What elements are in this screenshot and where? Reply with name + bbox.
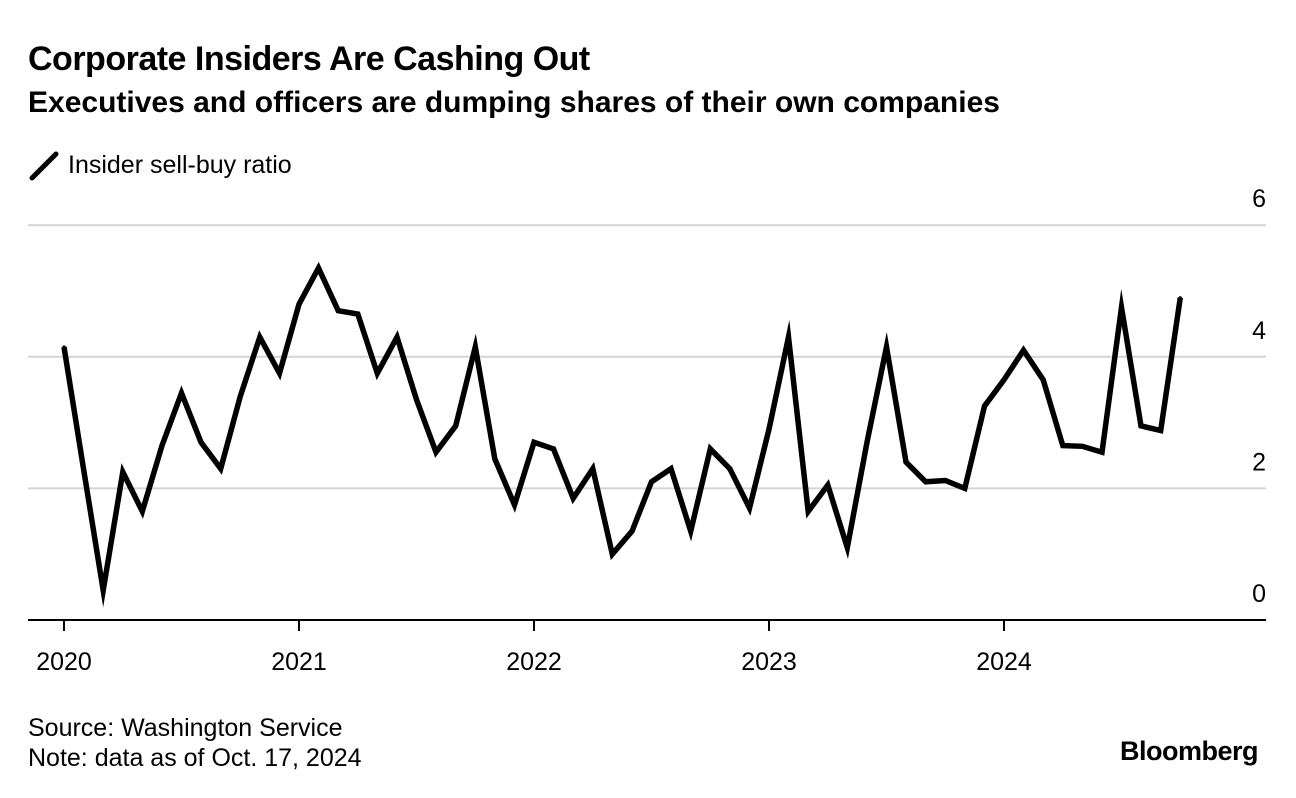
data-point: [552, 447, 556, 451]
data-point: [199, 440, 203, 444]
footer: Source: Washington Service Note: data as…: [28, 713, 362, 773]
data-point: [982, 404, 986, 408]
data-point: [747, 506, 751, 510]
data-point: [277, 371, 281, 375]
data-point: [1061, 444, 1065, 448]
data-point: [1120, 305, 1123, 309]
data-point: [1159, 428, 1163, 432]
data-point: [238, 394, 242, 398]
data-point: [571, 496, 575, 500]
data-point: [180, 391, 183, 395]
data-point: [767, 427, 771, 431]
x-tick-label-2020: 2020: [36, 648, 92, 676]
y-tick-label-4: 4: [1252, 317, 1266, 345]
data-point: [689, 529, 693, 533]
legend-label: Insider sell-buy ratio: [68, 150, 292, 179]
data-point: [415, 398, 418, 402]
data-point: [219, 467, 223, 471]
data-point: [943, 479, 947, 483]
data-point: [121, 470, 125, 474]
data-point: [336, 309, 340, 313]
line-chart: 0 2 4 6 2020 2021 2022 2023 2024: [28, 185, 1266, 676]
source-note: Source: Washington Service: [28, 714, 343, 742]
data-point: [297, 302, 301, 306]
data-point: [532, 440, 536, 444]
data-point: [454, 424, 458, 428]
data-point: [1041, 378, 1045, 382]
data-point: [885, 345, 888, 349]
data-point: [395, 335, 399, 339]
data-point: [728, 467, 732, 471]
data-point: [924, 480, 928, 484]
data-point: [669, 467, 673, 471]
legend-line-swatch-icon: [29, 151, 59, 181]
data-point: [963, 486, 967, 490]
data-point: [356, 312, 360, 316]
series-line-0: [61, 261, 1184, 608]
data-point: [904, 460, 908, 464]
data-point: [82, 467, 86, 471]
data-point: [434, 450, 438, 454]
data-point: [258, 335, 262, 339]
data-point: [787, 335, 791, 339]
data-point: [1100, 450, 1104, 454]
data-point: [1178, 296, 1182, 300]
data-point: [1002, 378, 1006, 382]
data-point: [650, 480, 653, 484]
data-point: [630, 529, 634, 533]
bloomberg-logo: Bloomberg: [1119, 736, 1259, 766]
data-point: [375, 371, 379, 375]
x-tick-label-2021: 2021: [271, 648, 327, 676]
data-point: [493, 457, 497, 461]
x-tick-label-2023: 2023: [741, 648, 797, 676]
data-point: [826, 483, 830, 487]
data-point: [101, 588, 105, 592]
data-point: [160, 444, 164, 448]
data-point: [1080, 444, 1084, 448]
data-point: [317, 266, 321, 270]
legend: Insider sell-buy ratio: [28, 148, 292, 182]
chart-title: Corporate Insiders Are Cashing Out: [28, 40, 590, 78]
y-tick-label-6: 6: [1252, 185, 1266, 213]
data-point: [1139, 424, 1143, 428]
data-point: [845, 546, 849, 550]
data-point: [512, 503, 516, 507]
data-point: [140, 509, 144, 513]
data-point: [473, 345, 477, 349]
x-tick-label-2022: 2022: [506, 648, 562, 676]
data-point: [708, 447, 712, 451]
y-tick-label-2: 2: [1252, 448, 1266, 476]
chart-subtitle: Executives and officers are dumping shar…: [28, 86, 1000, 119]
x-tick-label-2024: 2024: [976, 648, 1032, 676]
data-point: [610, 552, 614, 556]
data-point: [591, 467, 595, 471]
data-point: [865, 440, 869, 444]
date-note: Note: data as of Oct. 17, 2024: [28, 744, 362, 772]
y-tick-label-0: 0: [1252, 580, 1266, 608]
data-point: [62, 345, 66, 349]
data-point: [806, 509, 810, 513]
data-point: [1022, 348, 1026, 352]
